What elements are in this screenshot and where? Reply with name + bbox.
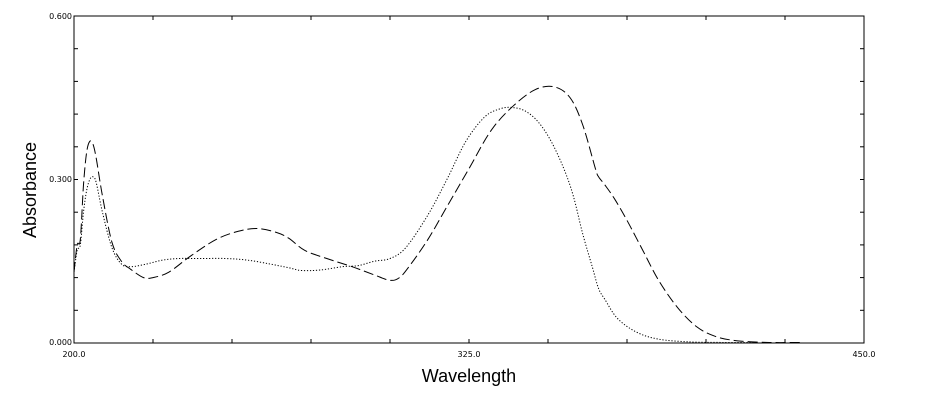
y-tick-mid: 0.300 [49, 175, 72, 184]
curves [73, 85, 801, 344]
y-tick-bottom: 0.000 [49, 338, 72, 347]
y-tick-top: 0.600 [49, 12, 72, 21]
plot-frame [73, 15, 865, 344]
x-tick-left: 200.0 [63, 350, 86, 359]
x-axis-title: Wavelength [422, 366, 516, 386]
dotted-series-line [73, 106, 754, 343]
tick-marks [74, 16, 864, 343]
y-axis-title: Absorbance [20, 142, 40, 238]
dashed-series-line [73, 85, 801, 344]
x-tick-right: 450.0 [853, 350, 876, 359]
x-tick-mid: 325.0 [458, 350, 481, 359]
